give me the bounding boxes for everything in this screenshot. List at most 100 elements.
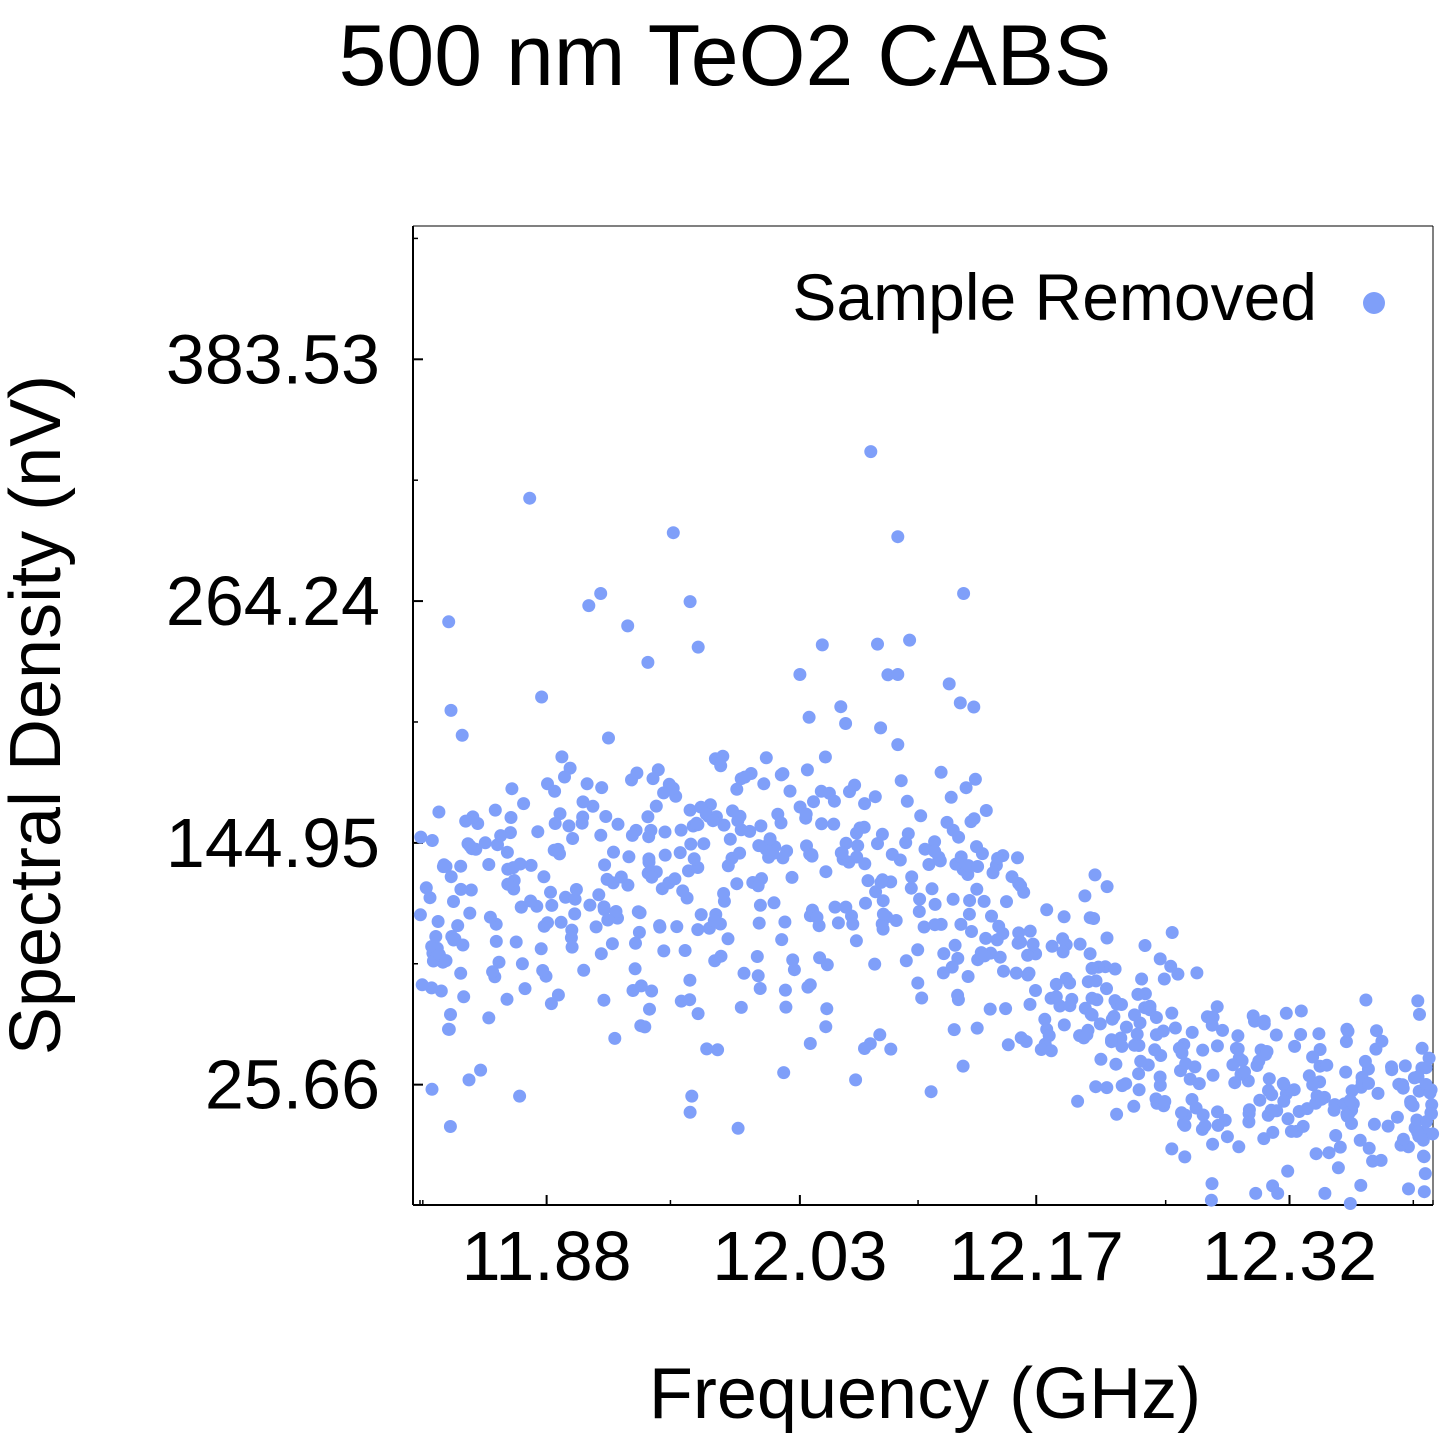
- data-point: [779, 1000, 793, 1014]
- data-point: [1128, 1008, 1141, 1022]
- data-point: [1105, 1035, 1118, 1049]
- data-point: [1109, 1057, 1123, 1071]
- data-point: [1306, 1050, 1320, 1064]
- data-point: [1005, 870, 1019, 884]
- data-point: [1009, 966, 1023, 980]
- data-point: [1087, 912, 1101, 925]
- data-point: [607, 845, 620, 859]
- data-point: [1367, 1117, 1381, 1131]
- data-point: [1040, 903, 1054, 917]
- data-point: [564, 931, 578, 945]
- data-point: [767, 896, 781, 910]
- data-point: [486, 965, 500, 979]
- data-point: [861, 874, 875, 888]
- data-point: [1083, 947, 1097, 961]
- data-point: [754, 819, 768, 833]
- data-point: [594, 587, 608, 600]
- data-point: [1012, 926, 1026, 940]
- data-point: [691, 640, 705, 654]
- data-points: [413, 445, 1440, 1210]
- data-point: [912, 905, 926, 918]
- data-point: [965, 925, 978, 938]
- data-point: [1153, 952, 1167, 966]
- data-point: [997, 964, 1010, 978]
- data-point: [464, 883, 478, 897]
- data-point: [868, 790, 882, 804]
- data-point: [1080, 1028, 1094, 1042]
- y-tick-label: 144.95: [166, 804, 380, 882]
- data-point: [928, 835, 942, 849]
- data-point: [820, 1002, 834, 1016]
- data-point: [1416, 1133, 1430, 1147]
- data-point: [717, 887, 731, 900]
- x-tick-label: 12.32: [1202, 1217, 1377, 1295]
- data-point: [1138, 939, 1152, 952]
- data-point: [1132, 1039, 1146, 1052]
- y-tick-label: 383.53: [166, 320, 380, 398]
- data-point: [1011, 851, 1024, 865]
- data-point: [1284, 1124, 1298, 1138]
- data-point: [1206, 1068, 1220, 1082]
- data-point: [751, 969, 765, 983]
- data-point: [658, 825, 672, 839]
- data-point: [734, 1000, 748, 1014]
- data-point: [694, 908, 708, 922]
- data-point: [778, 915, 792, 929]
- data-point: [940, 815, 954, 829]
- data-point: [913, 892, 927, 906]
- data-point: [1279, 1006, 1293, 1020]
- data-point: [489, 934, 503, 948]
- data-point: [1425, 1107, 1438, 1121]
- data-point: [1265, 1088, 1279, 1102]
- x-axis-ticks: [419, 1195, 1434, 1205]
- data-point: [447, 895, 460, 908]
- data-point: [859, 896, 872, 910]
- data-point: [915, 991, 929, 1005]
- data-point: [1262, 1072, 1276, 1086]
- data-point: [983, 1002, 997, 1016]
- data-point: [999, 1002, 1013, 1016]
- data-point: [900, 794, 914, 808]
- data-point: [819, 865, 833, 879]
- data-point: [1177, 1117, 1190, 1131]
- data-point: [992, 919, 1006, 933]
- data-point: [1402, 1182, 1415, 1196]
- data-point: [423, 891, 437, 905]
- data-point: [444, 1008, 457, 1021]
- data-point: [517, 797, 531, 811]
- data-point: [1130, 1027, 1144, 1041]
- data-point: [834, 700, 848, 714]
- data-point: [925, 882, 939, 896]
- data-point: [500, 845, 514, 859]
- data-point: [818, 750, 832, 764]
- data-point: [1045, 939, 1059, 953]
- data-point: [555, 750, 569, 764]
- data-point: [876, 907, 890, 921]
- data-point: [454, 966, 468, 980]
- data-point: [1044, 1044, 1058, 1058]
- data-point: [443, 1120, 457, 1133]
- data-point: [455, 728, 469, 742]
- data-point: [800, 763, 814, 777]
- data-point: [554, 915, 568, 929]
- data-point: [513, 1089, 527, 1103]
- data-point: [690, 816, 703, 830]
- data-point: [803, 1037, 817, 1050]
- data-point: [1132, 1083, 1146, 1097]
- data-point: [494, 829, 508, 843]
- data-point: [611, 817, 625, 831]
- data-point: [717, 818, 731, 832]
- data-point: [1231, 1029, 1245, 1043]
- data-point: [1318, 1186, 1332, 1200]
- data-point: [1288, 1039, 1302, 1053]
- data-point: [505, 782, 519, 796]
- data-point: [1269, 1028, 1283, 1042]
- data-point: [776, 851, 790, 865]
- data-point: [1131, 987, 1145, 1001]
- data-point: [608, 1031, 622, 1045]
- data-point: [1312, 1027, 1326, 1041]
- data-point: [1196, 1043, 1210, 1057]
- data-point: [691, 923, 705, 937]
- data-point: [934, 765, 948, 779]
- data-point: [1277, 1094, 1291, 1108]
